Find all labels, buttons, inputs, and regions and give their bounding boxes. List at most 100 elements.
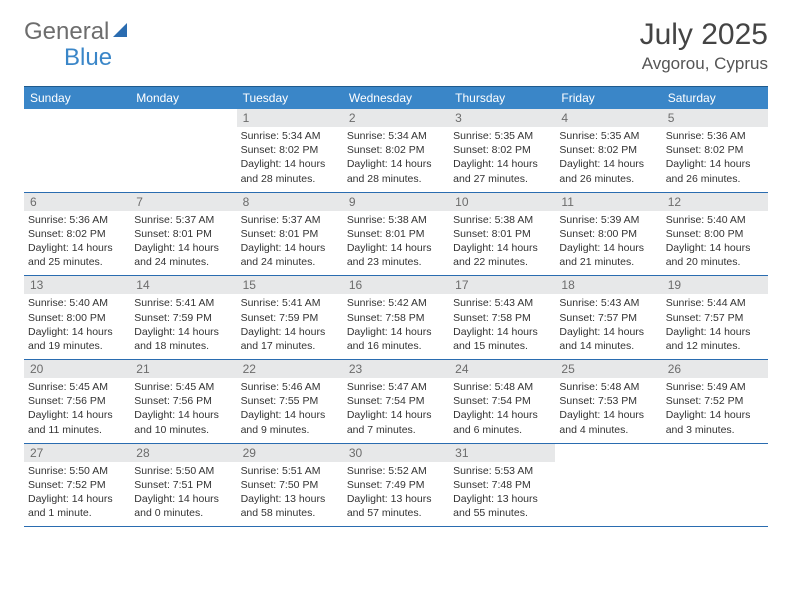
day-body: Sunrise: 5:50 AMSunset: 7:52 PMDaylight:…: [24, 462, 130, 527]
title-location: Avgorou, Cyprus: [640, 54, 768, 74]
sunset-line: Sunset: 7:53 PM: [559, 395, 637, 407]
daylight-line: Daylight: 14 hours and 28 minutes.: [347, 158, 432, 184]
day-body: Sunrise: 5:35 AMSunset: 8:02 PMDaylight:…: [449, 127, 555, 192]
weekday-header: Monday: [130, 87, 236, 109]
day-body: Sunrise: 5:41 AMSunset: 7:59 PMDaylight:…: [130, 294, 236, 359]
calendar-week: 20Sunrise: 5:45 AMSunset: 7:56 PMDayligh…: [24, 360, 768, 444]
daylight-line: Daylight: 14 hours and 10 minutes.: [134, 409, 219, 435]
day-number: 24: [449, 360, 555, 378]
calendar-day: 2Sunrise: 5:34 AMSunset: 8:02 PMDaylight…: [343, 109, 449, 192]
calendar-day: 28Sunrise: 5:50 AMSunset: 7:51 PMDayligh…: [130, 444, 236, 527]
calendar-day: 16 Sunrise: 5:42 AM Sunset: 7:58 PM Dayligh…: [343, 276, 449, 359]
daylight-line: Daylight: 14 hours and 4 minutes.: [559, 409, 644, 435]
day-number: 3: [449, 109, 555, 127]
day-body: Sunrise: 5:53 AMSunset: 7:48 PMDaylight:…: [449, 462, 555, 527]
day-body: Sunrise: 5:45 AMSunset: 7:56 PMDaylight:…: [24, 378, 130, 443]
sunrise-line: Sunrise: 5:37 AM: [241, 214, 321, 226]
day-body: Sunrise: 5:39 AMSunset: 8:00 PMDaylight:…: [555, 211, 661, 276]
sunset-line: Sunset: 8:02 PM: [28, 228, 106, 240]
sunrise-line: Sunrise: 5:35 AM: [559, 130, 639, 142]
day-body: Sunrise: 5:40 AMSunset: 8:00 PMDaylight:…: [24, 294, 130, 359]
sunset-line: Sunset: 8:02 PM: [453, 144, 531, 156]
daylight-line: Daylight: 14 hours and 15 minutes.: [453, 326, 538, 352]
calendar-day: 20Sunrise: 5:45 AMSunset: 7:56 PMDayligh…: [24, 360, 130, 443]
sunrise-line: Sunrise: 5:50 AM: [28, 465, 108, 477]
day-body: Sunrise: 5:42 AM Sunset: 7:58 PM Daylight:…: [343, 294, 449, 359]
day-body: Sunrise: 5:51 AMSunset: 7:50 PMDaylight:…: [237, 462, 343, 527]
day-number: 10: [449, 193, 555, 211]
calendar-day: 29Sunrise: 5:51 AMSunset: 7:50 PMDayligh…: [237, 444, 343, 527]
weekday-header-row: SundayMondayTuesdayWednesdayThursdayFrid…: [24, 87, 768, 109]
day-number: 6: [24, 193, 130, 211]
calendar-day: 12Sunrise: 5:40 AMSunset: 8:00 PMDayligh…: [662, 193, 768, 276]
sunrise-line: Sunrise: 5:42 AM: [347, 297, 427, 309]
daylight-line: Daylight: 14 hours and 16 minutes.: [347, 326, 432, 352]
day-number: 27: [24, 444, 130, 462]
sunset-line: Sunset: 7:57 PM: [666, 312, 744, 324]
brand-part2: Blue: [64, 44, 112, 72]
daylight-line: Daylight: 14 hours and 27 minutes.: [453, 158, 538, 184]
calendar-day: 11Sunrise: 5:39 AMSunset: 8:00 PMDayligh…: [555, 193, 661, 276]
calendar-day: 14Sunrise: 5:41 AMSunset: 7:59 PMDayligh…: [130, 276, 236, 359]
weekday-header: Thursday: [449, 87, 555, 109]
day-body: Sunrise: 5:36 AMSunset: 8:02 PMDaylight:…: [24, 211, 130, 276]
daylight-line: Daylight: 14 hours and 0 minutes.: [134, 493, 219, 519]
sunset-line: Sunset: 7:54 PM: [453, 395, 531, 407]
calendar-day: 26Sunrise: 5:49 AMSunset: 7:52 PMDayligh…: [662, 360, 768, 443]
calendar-day: 19Sunrise: 5:44 AMSunset: 7:57 PMDayligh…: [662, 276, 768, 359]
calendar-weeks: ..1Sunrise: 5:34 AMSunset: 8:02 PMDaylig…: [24, 109, 768, 527]
sunset-line: Sunset: 7:58 PM: [347, 312, 425, 324]
day-number: 22: [237, 360, 343, 378]
day-body: Sunrise: 5:45 AMSunset: 7:56 PMDaylight:…: [130, 378, 236, 443]
calendar-week: 27Sunrise: 5:50 AMSunset: 7:52 PMDayligh…: [24, 444, 768, 528]
day-body: Sunrise: 5:50 AMSunset: 7:51 PMDaylight:…: [130, 462, 236, 527]
sunrise-line: Sunrise: 5:41 AM: [241, 297, 321, 309]
daylight-line: Daylight: 14 hours and 9 minutes.: [241, 409, 326, 435]
sunrise-line: Sunrise: 5:44 AM: [666, 297, 746, 309]
day-number: 12: [662, 193, 768, 211]
daylight-line: Daylight: 14 hours and 26 minutes.: [666, 158, 751, 184]
day-number: 16: [343, 276, 449, 294]
daylight-line: Daylight: 14 hours and 18 minutes.: [134, 326, 219, 352]
daylight-line: Daylight: 14 hours and 23 minutes.: [347, 242, 432, 268]
day-body: Sunrise: 5:48 AMSunset: 7:54 PMDaylight:…: [449, 378, 555, 443]
sunrise-line: Sunrise: 5:38 AM: [347, 214, 427, 226]
sunrise-line: Sunrise: 5:50 AM: [134, 465, 214, 477]
day-number: 18: [555, 276, 661, 294]
day-number: 5: [662, 109, 768, 127]
day-body: Sunrise: 5:34 AMSunset: 8:02 PMDaylight:…: [237, 127, 343, 192]
calendar-day: 5Sunrise: 5:36 AMSunset: 8:02 PMDaylight…: [662, 109, 768, 192]
day-number: 8: [237, 193, 343, 211]
daylight-line: Daylight: 14 hours and 19 minutes.: [28, 326, 113, 352]
sunset-line: Sunset: 7:58 PM: [453, 312, 531, 324]
sunset-line: Sunset: 7:54 PM: [347, 395, 425, 407]
daylight-line: Daylight: 14 hours and 1 minute.: [28, 493, 113, 519]
day-number: 25: [555, 360, 661, 378]
day-number: 4: [555, 109, 661, 127]
daylight-line: Daylight: 14 hours and 11 minutes.: [28, 409, 113, 435]
sunset-line: Sunset: 8:00 PM: [28, 312, 106, 324]
day-body: Sunrise: 5:40 AMSunset: 8:00 PMDaylight:…: [662, 211, 768, 276]
day-body: Sunrise: 5:48 AMSunset: 7:53 PMDaylight:…: [555, 378, 661, 443]
sunset-line: Sunset: 7:56 PM: [28, 395, 106, 407]
calendar-day: 15Sunrise: 5:41 AMSunset: 7:59 PMDayligh…: [237, 276, 343, 359]
calendar-day: 4Sunrise: 5:35 AMSunset: 8:02 PMDaylight…: [555, 109, 661, 192]
sunset-line: Sunset: 8:00 PM: [666, 228, 744, 240]
calendar: SundayMondayTuesdayWednesdayThursdayFrid…: [24, 86, 768, 527]
calendar-day: 30Sunrise: 5:52 AMSunset: 7:49 PMDayligh…: [343, 444, 449, 527]
brand-part1: General: [24, 18, 109, 46]
daylight-line: Daylight: 14 hours and 6 minutes.: [453, 409, 538, 435]
daylight-line: Daylight: 14 hours and 20 minutes.: [666, 242, 751, 268]
daylight-line: Daylight: 14 hours and 21 minutes.: [559, 242, 644, 268]
calendar-day: 9Sunrise: 5:38 AMSunset: 8:01 PMDaylight…: [343, 193, 449, 276]
day-body: Sunrise: 5:35 AMSunset: 8:02 PMDaylight:…: [555, 127, 661, 192]
day-body: Sunrise: 5:34 AMSunset: 8:02 PMDaylight:…: [343, 127, 449, 192]
sunrise-line: Sunrise: 5:49 AM: [666, 381, 746, 393]
day-number: 13: [24, 276, 130, 294]
calendar-day: .: [24, 109, 130, 192]
sunrise-line: Sunrise: 5:43 AM: [453, 297, 533, 309]
sunset-line: Sunset: 8:02 PM: [241, 144, 319, 156]
sunrise-line: Sunrise: 5:51 AM: [241, 465, 321, 477]
sunset-line: Sunset: 7:59 PM: [134, 312, 212, 324]
sunset-line: Sunset: 8:02 PM: [666, 144, 744, 156]
